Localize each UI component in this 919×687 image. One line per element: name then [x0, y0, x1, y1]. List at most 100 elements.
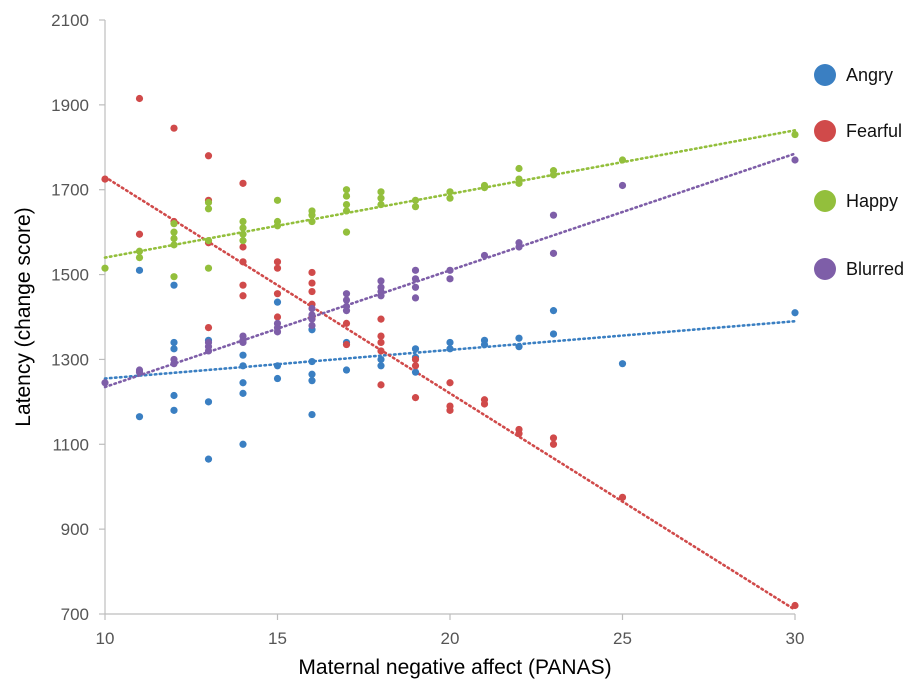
data-point-fearful [342, 319, 351, 327]
x-axis-title: Maternal negative affect (PANAS) [298, 656, 611, 679]
data-point-happy [515, 179, 523, 187]
data-point-blurred [549, 249, 558, 257]
data-point-angry [342, 366, 351, 374]
legend-marker-fearful [814, 120, 836, 142]
data-point-fearful [101, 175, 109, 183]
data-point-happy [377, 188, 385, 196]
x-tick-label: 30 [786, 629, 805, 648]
data-point-angry [377, 355, 385, 364]
data-point-happy [446, 188, 454, 196]
data-point-blurred [411, 275, 420, 283]
data-point-blurred [377, 277, 385, 285]
data-point-happy [204, 264, 213, 272]
legend-label-blurred: Blurred [846, 259, 904, 279]
data-point-angry [239, 379, 247, 387]
data-point-happy [170, 220, 178, 228]
legend: Angry Fearful Happy Blurred [814, 64, 904, 280]
legend-label-fearful: Fearful [846, 121, 902, 141]
data-point-fearful [411, 394, 420, 402]
data-point-angry [411, 345, 420, 353]
data-point-angry [239, 362, 247, 370]
y-tick-label: 1300 [51, 350, 89, 369]
data-point-blurred [480, 251, 489, 260]
data-point-happy [239, 217, 247, 226]
data-point-angry [515, 334, 523, 342]
data-point-happy [411, 196, 420, 204]
data-point-happy [342, 186, 351, 194]
data-point-blurred [791, 156, 799, 164]
axes-group [104, 20, 795, 615]
data-point-happy [377, 200, 385, 209]
data-point-happy [342, 228, 351, 236]
data-point-angry [239, 351, 247, 359]
data-point-happy [170, 241, 178, 249]
data-point-happy [411, 203, 420, 211]
data-point-fearful [618, 493, 627, 501]
data-point-happy [342, 207, 351, 215]
data-point-blurred [446, 266, 454, 274]
data-point-fearful [273, 313, 282, 321]
trendline-fearful [103, 175, 797, 612]
data-point-fearful [273, 264, 282, 272]
data-point-angry [204, 455, 213, 463]
series-happy [101, 130, 799, 281]
data-point-happy [204, 198, 213, 207]
data-point-blurred [377, 292, 385, 300]
x-tick-label: 20 [441, 629, 460, 648]
series-angry [135, 266, 799, 463]
y-tick-label: 1900 [51, 96, 89, 115]
points-group [101, 94, 799, 610]
data-point-angry [273, 298, 282, 306]
data-point-angry [204, 398, 213, 406]
data-point-happy [791, 130, 799, 139]
data-point-fearful [239, 281, 247, 289]
y-tick-label: 900 [61, 520, 89, 539]
x-tick-label: 15 [268, 629, 287, 648]
data-point-fearful [273, 258, 282, 266]
data-point-fearful [239, 243, 247, 251]
data-point-blurred [342, 290, 351, 298]
legend-marker-blurred [814, 258, 836, 280]
data-point-fearful [549, 440, 558, 448]
data-point-fearful [446, 406, 454, 414]
data-point-fearful [239, 179, 247, 187]
data-point-fearful [135, 230, 144, 238]
data-point-happy [377, 194, 385, 202]
data-point-angry [170, 391, 178, 400]
data-point-fearful [377, 332, 385, 340]
data-point-angry [549, 330, 558, 338]
legend-marker-angry [814, 64, 836, 86]
data-point-angry [239, 389, 247, 397]
data-point-happy [515, 164, 523, 173]
data-point-angry [135, 266, 144, 274]
data-point-happy [273, 222, 282, 230]
data-point-happy [135, 254, 144, 262]
data-point-angry [446, 338, 454, 347]
data-point-happy [446, 194, 454, 202]
data-point-angry [308, 357, 316, 366]
data-point-happy [204, 237, 213, 245]
data-point-angry [273, 374, 282, 383]
data-point-fearful [308, 279, 316, 287]
data-point-fearful [308, 268, 316, 277]
data-point-angry [308, 410, 316, 419]
y-tick-label: 700 [61, 605, 89, 624]
data-point-fearful [239, 292, 247, 300]
data-point-angry [239, 440, 247, 448]
data-point-angry [308, 377, 316, 385]
data-point-fearful [377, 338, 385, 347]
data-point-blurred [549, 211, 558, 219]
data-point-blurred [308, 321, 316, 330]
data-point-happy [549, 171, 558, 179]
legend-label-angry: Angry [846, 65, 893, 85]
data-point-angry [273, 362, 282, 370]
data-point-fearful [273, 290, 282, 298]
data-point-blurred [342, 307, 351, 315]
data-point-blurred [411, 283, 420, 291]
data-point-fearful [135, 94, 144, 103]
data-point-blurred [101, 379, 109, 387]
data-point-happy [239, 230, 247, 238]
data-point-happy [170, 228, 178, 236]
